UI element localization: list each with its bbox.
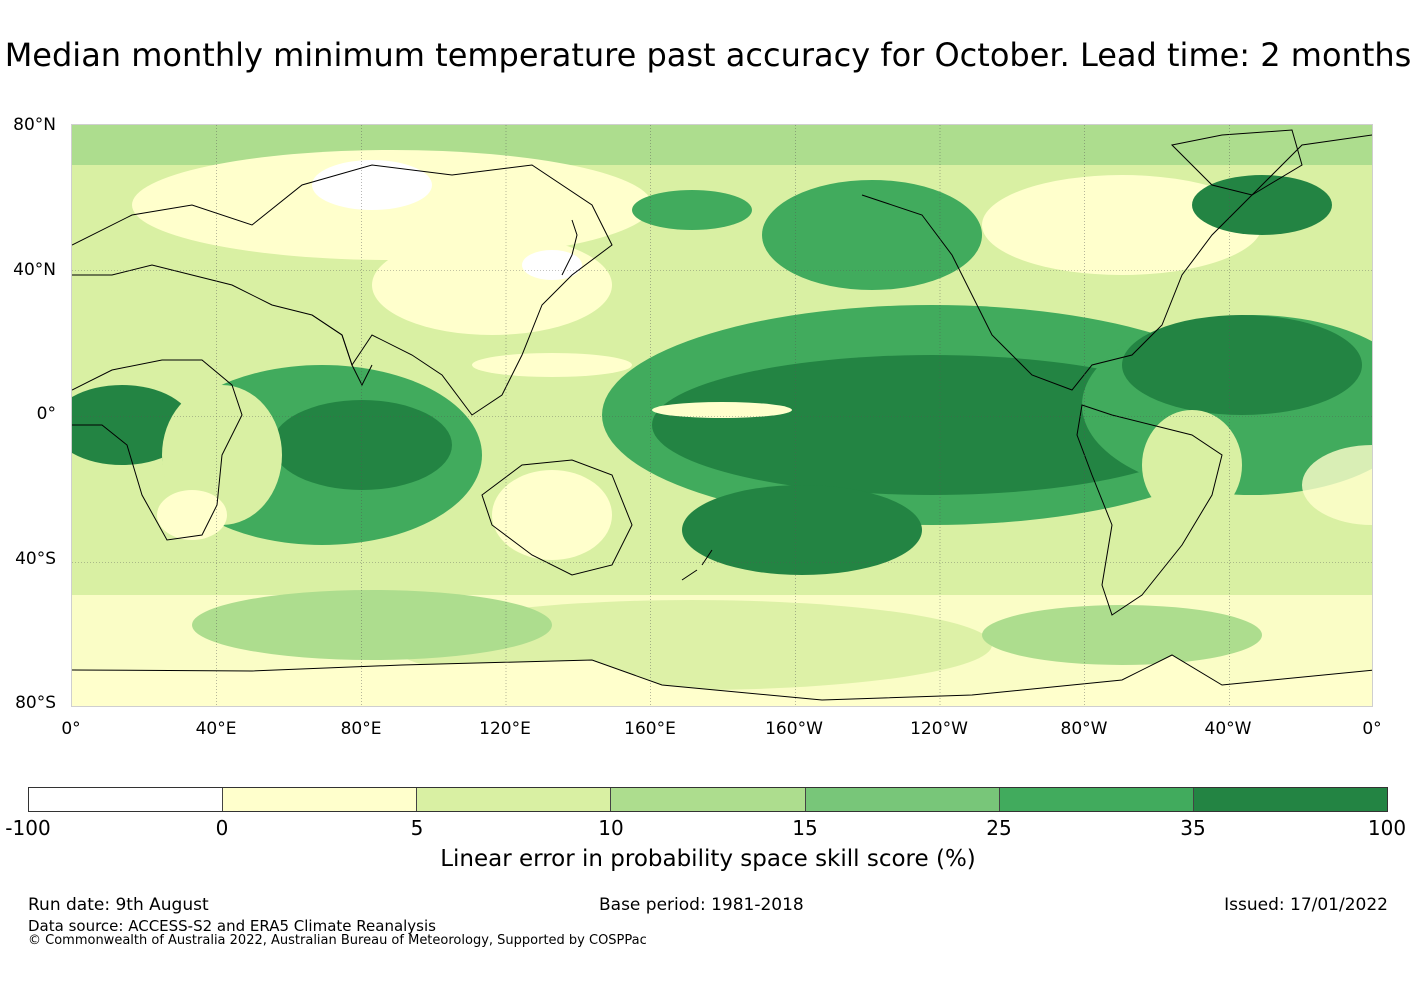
south-africa-land	[157, 490, 227, 540]
equatorial-streak	[652, 402, 792, 418]
run-date: Run date: 9th August	[28, 895, 209, 915]
base-period: Base period: 1981-2018	[599, 895, 804, 915]
lat-label-80n: 80°N	[13, 115, 56, 135]
lon-label-120w: 120°W	[910, 719, 968, 739]
canada-patch	[982, 175, 1262, 275]
colorbar-tick: 25	[986, 816, 1012, 840]
colorbar-tick: 35	[1180, 816, 1206, 840]
chart-title: Median monthly minimum temperature past …	[4, 36, 1412, 74]
lat-label-80s: 80°S	[15, 693, 56, 713]
colorbar-label: Linear error in probability space skill …	[440, 846, 976, 872]
lon-label-0: 0°	[61, 719, 81, 739]
lat-label-0: 0°	[36, 404, 56, 424]
data-source: Data source: ACCESS-S2 and ERA5 Climate …	[28, 917, 436, 935]
graticule	[72, 125, 1372, 706]
lon-label-160w: 160°W	[765, 719, 823, 739]
issued-date: Issued: 17/01/2022	[1224, 895, 1388, 915]
colorbar-tick: 10	[598, 816, 624, 840]
lat-label-40n: 40°N	[13, 260, 56, 280]
colorbar-segment	[1193, 788, 1387, 811]
southern-patch	[982, 605, 1262, 665]
skill-score-map[interactable]	[71, 124, 1373, 707]
lon-label-40e: 40°E	[195, 719, 237, 739]
siberia-white	[312, 160, 432, 210]
equatorial-streak	[472, 353, 632, 377]
colorbar-segment	[999, 788, 1194, 811]
colorbar-tick: 15	[792, 816, 818, 840]
north-pacific-patch	[632, 190, 752, 230]
colorbar-segment	[223, 788, 418, 811]
lon-label-40w: 40°W	[1204, 719, 1252, 739]
colorbar	[28, 787, 1388, 812]
colorbar-segment	[805, 788, 1000, 811]
south-america-land	[1142, 410, 1242, 520]
colorbar-tick: -100	[5, 816, 51, 840]
lon-label-160e: 160°E	[624, 719, 676, 739]
south-atlantic-light	[1302, 445, 1372, 525]
antarctica-coast	[72, 654, 1372, 701]
map-canvas	[72, 125, 1372, 706]
colorbar-tick: 5	[410, 816, 424, 840]
colorbar-segment	[611, 788, 806, 811]
southern-patch	[192, 590, 552, 660]
china-white	[522, 250, 582, 280]
lon-label-120e: 120°E	[479, 719, 531, 739]
colorbar-segment	[417, 788, 612, 811]
colorbar-tick: 100	[1367, 816, 1407, 840]
colorbar-segment	[29, 788, 224, 811]
asia-land	[372, 235, 612, 335]
sw-pacific-core	[682, 485, 922, 575]
north-pacific	[762, 180, 982, 290]
colorbar-tick: 0	[215, 816, 229, 840]
copyright: © Commonwealth of Australia 2022, Austra…	[28, 933, 647, 948]
lat-label-40s: 40°S	[15, 549, 56, 569]
lon-label-80w: 80°W	[1060, 719, 1108, 739]
lon-label-80e: 80°E	[340, 719, 382, 739]
gulf-of-guinea	[72, 385, 192, 465]
antarctica	[72, 655, 1372, 706]
indian-ocean-core	[272, 400, 452, 490]
australia-land	[492, 470, 612, 560]
greenland-sea	[1192, 175, 1332, 235]
coastlines	[72, 129, 1372, 616]
lon-label-0-east: 0°	[1362, 719, 1382, 739]
atlantic-core	[1122, 315, 1362, 415]
